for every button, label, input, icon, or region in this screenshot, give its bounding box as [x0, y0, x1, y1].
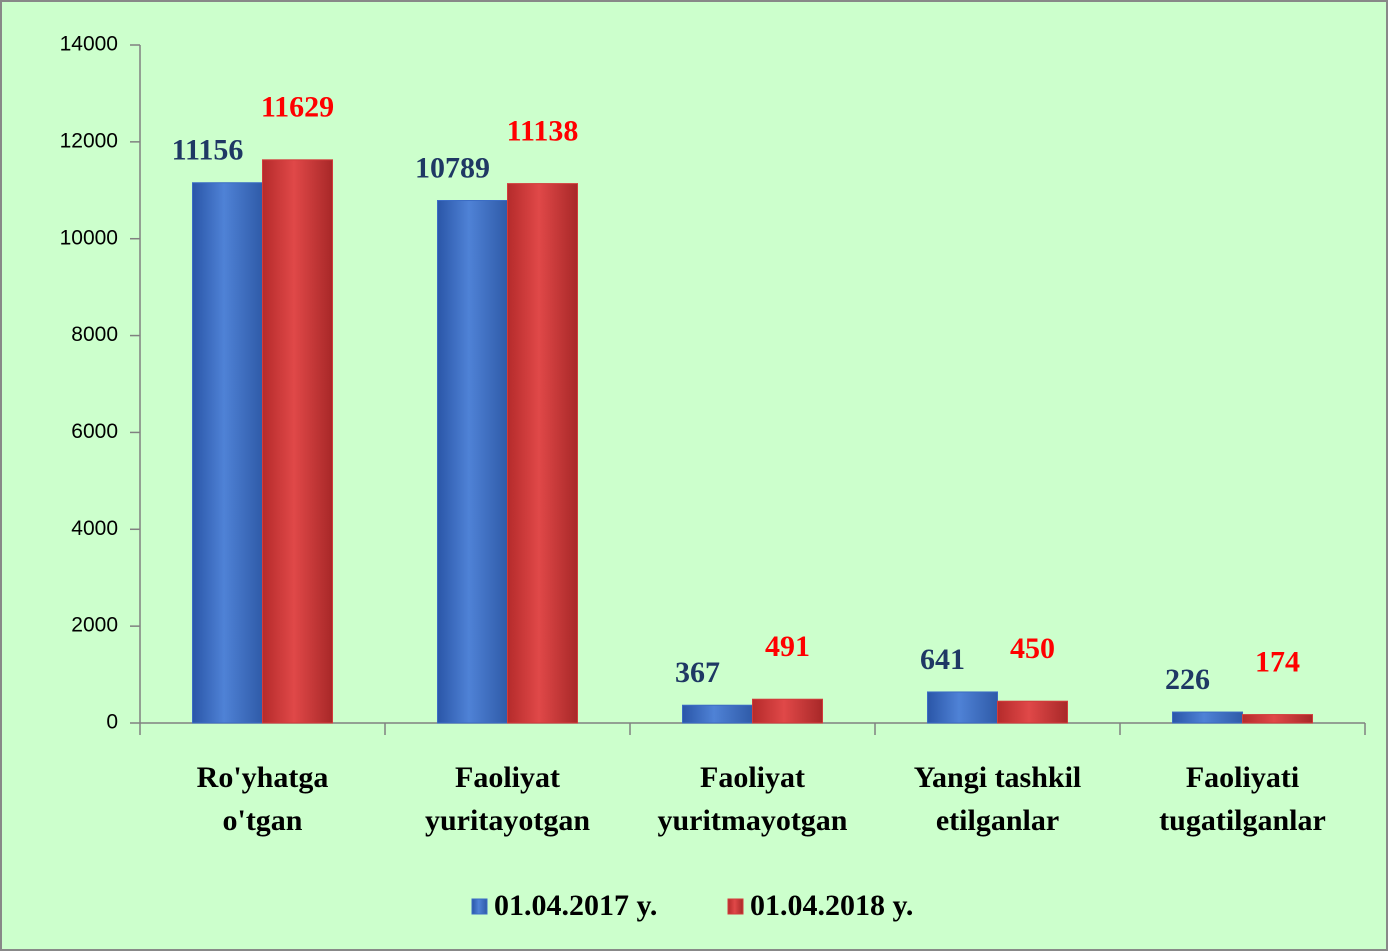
x-tick-label: tugatilganlar: [1159, 804, 1326, 837]
y-tick-label: 10000: [60, 226, 118, 249]
bar: [262, 159, 333, 724]
bar: [437, 200, 508, 724]
x-tick-label: o'tgan: [222, 804, 302, 837]
data-label: 11138: [507, 114, 579, 147]
y-tick-label: 6000: [71, 420, 118, 443]
data-label: 450: [1010, 632, 1055, 665]
data-label: 11629: [261, 91, 334, 124]
data-label: 367: [675, 656, 720, 689]
bar: [507, 183, 578, 724]
bar: [1172, 711, 1243, 724]
x-tick-label: yuritayotgan: [425, 804, 590, 837]
data-label: 226: [1165, 663, 1210, 696]
legend-label: 01.04.2017 y.: [494, 889, 657, 922]
y-tick-label: 2000: [71, 614, 118, 637]
data-label: 491: [765, 630, 810, 663]
bar: [752, 698, 823, 724]
legend-swatch: [727, 898, 744, 915]
x-tick-label: Ro'yhatga: [197, 761, 329, 794]
bar: [192, 182, 263, 724]
data-label: 641: [920, 643, 965, 676]
x-tick-label: Faoliyat: [700, 761, 805, 794]
y-tick-label: 8000: [71, 323, 118, 346]
x-tick-label: Yangi tashkil: [914, 761, 1082, 794]
x-tick-label: yuritmayotgan: [658, 804, 848, 837]
y-tick-label: 12000: [60, 129, 118, 152]
y-tick-label: 4000: [71, 517, 118, 540]
legend-swatch: [471, 898, 488, 915]
bar: [927, 691, 998, 724]
data-label: 174: [1255, 645, 1300, 678]
x-tick-label: Faoliyati: [1186, 761, 1299, 794]
data-label: 10789: [415, 151, 490, 184]
x-tick-label: etilganlar: [936, 804, 1059, 837]
bar: [997, 700, 1068, 724]
bar: [682, 704, 753, 724]
x-tick-label: Faoliyat: [455, 761, 560, 794]
y-tick-label: 0: [106, 711, 118, 734]
y-tick-label: 14000: [60, 33, 118, 56]
data-label: 11156: [172, 134, 244, 167]
bar: [1242, 714, 1313, 724]
legend-label: 01.04.2018 y.: [750, 889, 913, 922]
